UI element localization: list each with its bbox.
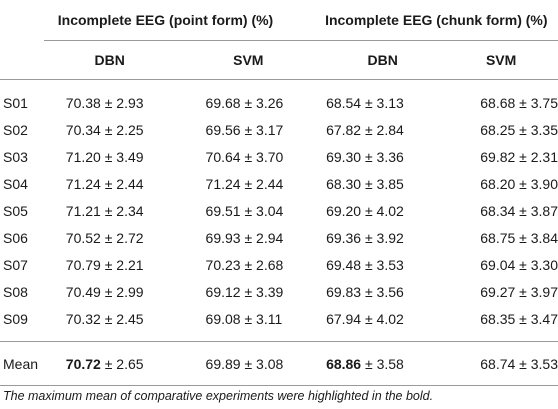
row-label: S08: [3, 283, 28, 300]
table-cell: 70.64 ± 3.70: [205, 148, 284, 165]
table-row: S03 71.20 ± 3.49 70.64 ± 3.70 69.30 ± 3.36 6…: [0, 143, 558, 170]
mean-dbn-chunk-sd: ± 3.58: [361, 355, 404, 372]
table-footnote: The maximum mean of comparative experime…: [3, 389, 434, 403]
table-row: S05 71.21 ± 2.34 69.51 ± 3.04 69.20 ± 4.02 6…: [0, 197, 558, 224]
mean-dbn-point-sd: ± 2.65: [100, 355, 144, 372]
mean-svm-point: 69.89 ± 3.08: [205, 355, 284, 372]
table-cell: 69.93 ± 2.94: [205, 229, 284, 246]
table-row: S08 70.49 ± 2.99 69.12 ± 3.39 69.83 ± 3.56 6…: [0, 278, 558, 305]
table-row: S07 70.79 ± 2.21 70.23 ± 2.68 69.48 ± 3.53 6…: [0, 251, 558, 278]
table-cell: 70.49 ± 2.99: [65, 283, 144, 300]
group-header-row: Incomplete EEG (point form) (%) Incomple…: [0, 0, 558, 41]
row-label: S05: [3, 202, 28, 219]
table-cell: 69.83 ± 3.56: [326, 283, 404, 300]
table-cell: 69.36 ± 3.92: [326, 229, 404, 246]
subheader-svm-point: SVM: [233, 52, 264, 68]
row-label: S04: [3, 175, 28, 192]
table-cell: 70.79 ± 2.21: [65, 256, 144, 273]
table-cell: 68.25 ± 3.35: [480, 121, 558, 138]
row-label: S03: [3, 148, 28, 165]
mean-dbn-chunk-bold: 68.86: [326, 355, 362, 372]
table-cell: 67.82 ± 2.84: [326, 121, 404, 138]
table-cell: 68.20 ± 3.90: [480, 175, 558, 192]
table-cell: 70.23 ± 2.68: [205, 256, 284, 273]
row-label: S01: [3, 94, 28, 111]
table-cell: 70.52 ± 2.72: [65, 229, 144, 246]
mean-dbn-point: 70.72 ± 2.65: [44, 342, 176, 386]
table-cell: 69.12 ± 3.39: [205, 283, 284, 300]
mean-row: Mean 70.72 ± 2.65 69.89 ± 3.08 68.86 ± 3…: [0, 341, 558, 386]
table-row: S04 71.24 ± 2.44 71.24 ± 2.44 68.30 ± 3.85 6…: [0, 170, 558, 197]
table-row: S09 70.32 ± 2.45 69.08 ± 3.11 67.94 ± 4.02 6…: [0, 305, 558, 332]
table-cell: 69.20 ± 4.02: [326, 202, 404, 219]
table-body: S01 70.38 ± 2.93 69.68 ± 3.26 68.54 ± 3.13 6…: [0, 80, 558, 342]
row-label: Mean: [3, 355, 39, 372]
results-table: Incomplete EEG (point form) (%) Incomple…: [0, 0, 558, 386]
table-cell: 69.68 ± 3.26: [205, 94, 284, 111]
table-cell: 71.24 ± 2.44: [65, 175, 144, 192]
table-cell: 68.68 ± 3.75: [480, 94, 558, 111]
table-cell: 68.30 ± 3.85: [326, 175, 404, 192]
subheader-dbn-chunk: DBN: [367, 52, 398, 68]
group-header-point: Incomplete EEG (point form) (%): [43, 0, 322, 41]
table-cell: 71.21 ± 2.34: [65, 202, 144, 219]
table-cell: 69.30 ± 3.36: [326, 148, 404, 165]
table-cell: 69.48 ± 3.53: [326, 256, 404, 273]
table-cell: 71.20 ± 3.49: [65, 148, 144, 165]
corner-cell: [0, 0, 44, 41]
table-cell: 71.24 ± 2.44: [205, 175, 284, 192]
table-cell: 68.35 ± 3.47: [480, 310, 558, 327]
table-row: S06 70.52 ± 2.72 69.93 ± 2.94 69.36 ± 3.92 6…: [0, 224, 558, 251]
mean-dbn-chunk: 68.86 ± 3.58: [321, 342, 444, 386]
group-header-chunk: Incomplete EEG (chunk form) (%): [321, 0, 558, 41]
row-label: S07: [3, 256, 28, 273]
table-cell: 70.34 ± 2.25: [65, 121, 144, 138]
table-cell: 68.34 ± 3.87: [480, 202, 558, 219]
table-cell: 68.75 ± 3.84: [480, 229, 558, 246]
table-cell: 69.51 ± 3.04: [205, 202, 284, 219]
row-label: S02: [3, 121, 28, 138]
subheader-dbn-point: DBN: [94, 52, 125, 68]
row-label: S09: [3, 310, 28, 327]
mean-svm-chunk: 68.74 ± 3.53: [480, 355, 558, 372]
table-row: S01 70.38 ± 2.93 69.68 ± 3.26 68.54 ± 3.13 6…: [0, 89, 558, 116]
table-cell: 68.54 ± 3.13: [326, 94, 404, 111]
table-cell: 69.08 ± 3.11: [205, 310, 283, 327]
subheader-row: DBN SVM DBN SVM: [0, 41, 558, 80]
table-cell: 70.38 ± 2.93: [65, 94, 144, 111]
table-row: S02 70.34 ± 2.25 69.56 ± 3.17 67.82 ± 2.84 6…: [0, 116, 558, 143]
table-cell: 69.04 ± 3.30: [480, 256, 558, 273]
table-cell: 67.94 ± 4.02: [326, 310, 404, 327]
table-cell: 70.32 ± 2.45: [65, 310, 144, 327]
table-cell: 69.82 ± 2.31: [480, 148, 558, 165]
table-cell: 69.27 ± 3.97: [480, 283, 558, 300]
mean-dbn-point-bold: 70.72: [65, 355, 101, 372]
table-cell: 69.56 ± 3.17: [205, 121, 284, 138]
subheader-svm-chunk: SVM: [485, 52, 517, 68]
row-label: S06: [3, 229, 28, 246]
